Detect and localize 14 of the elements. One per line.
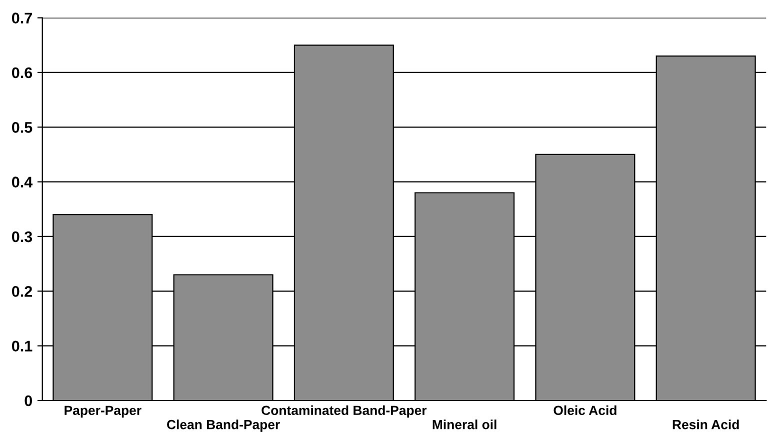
y-tick-label: 0.7: [12, 12, 32, 24]
x-tick-label: Paper-Paper: [64, 406, 142, 418]
y-tick-label: 0.4: [12, 176, 33, 188]
x-tick-label: Contaminated Band-Paper: [262, 405, 427, 418]
x-tick-label: Mineral oil: [432, 420, 496, 430]
y-tick-label: 0.5: [12, 122, 32, 133]
y-tick-label: 0: [24, 395, 32, 406]
x-tick-label: Oleic Acid: [554, 405, 616, 416]
y-tick-label: 0.1: [12, 340, 32, 352]
y-tick-label: 0.6: [12, 67, 32, 78]
x-tick-label: Clean Band-Paper: [167, 420, 280, 432]
y-tick-label: 0.3: [12, 231, 32, 242]
y-tick-label: 0.2: [12, 286, 32, 297]
x-tick-label: Resin Acid: [672, 420, 739, 430]
